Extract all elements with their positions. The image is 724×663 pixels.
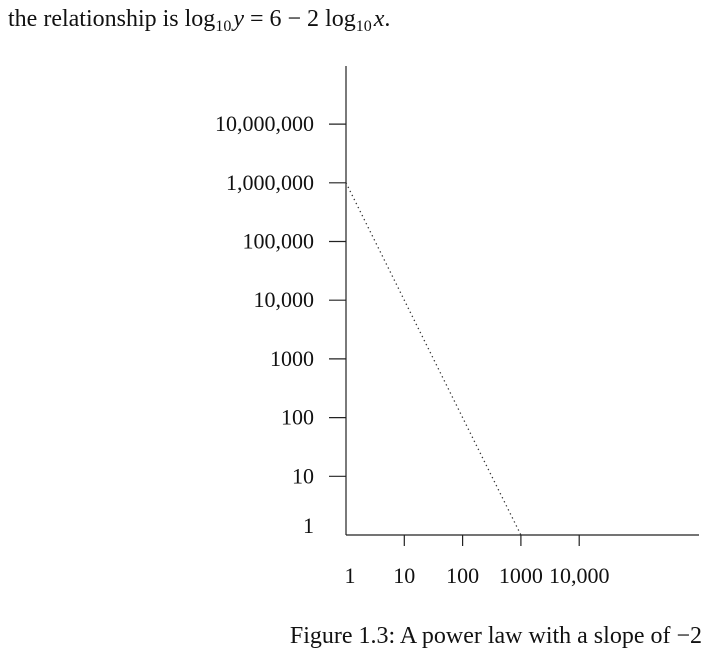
axes bbox=[345, 66, 699, 536]
y-tick-label: 100 bbox=[281, 405, 314, 430]
series bbox=[345, 182, 522, 536]
x-ticks: 1 10 100 1000 10,000 bbox=[345, 535, 610, 588]
y-tick-label: 1,000,000 bbox=[226, 170, 314, 195]
equation-middle: = 6 − 2 bbox=[243, 6, 326, 32]
variable-y: y bbox=[233, 6, 244, 32]
log-base-y: 10 bbox=[215, 18, 232, 35]
figure-caption: Figure 1.3: A power law with a slope of … bbox=[289, 623, 702, 649]
y-tick-label: 100,000 bbox=[243, 229, 315, 254]
log-base-x: 10 bbox=[355, 18, 372, 35]
x-tick-label: 100 bbox=[446, 563, 479, 588]
period: . bbox=[384, 6, 391, 32]
variable-x: x bbox=[373, 6, 385, 32]
intro-sentence: the relationship is log10 y = 6 − 2 log1… bbox=[8, 2, 390, 44]
y-tick-label: 10,000 bbox=[254, 287, 315, 312]
y-tick-label: 10 bbox=[292, 463, 314, 488]
y-tick-label: 1000 bbox=[270, 346, 314, 371]
y-tick-label: 10,000,000 bbox=[215, 111, 314, 136]
x-tick-label: 1000 bbox=[499, 563, 543, 588]
x-tick-label: 10 bbox=[393, 563, 415, 588]
log-function-x: log bbox=[325, 6, 356, 32]
y-ticks: 1 10 100 1000 10,000 100,000 1,000,000 10,000,0… bbox=[215, 111, 346, 538]
x-tick-label: 1 bbox=[345, 563, 356, 588]
y-tick-label: 1 bbox=[303, 513, 314, 538]
x-tick-label: 10,000 bbox=[549, 563, 610, 588]
log-function-y: log bbox=[184, 6, 216, 32]
power-law-line bbox=[345, 182, 522, 536]
intro-prefix: the relationship is bbox=[8, 6, 185, 32]
